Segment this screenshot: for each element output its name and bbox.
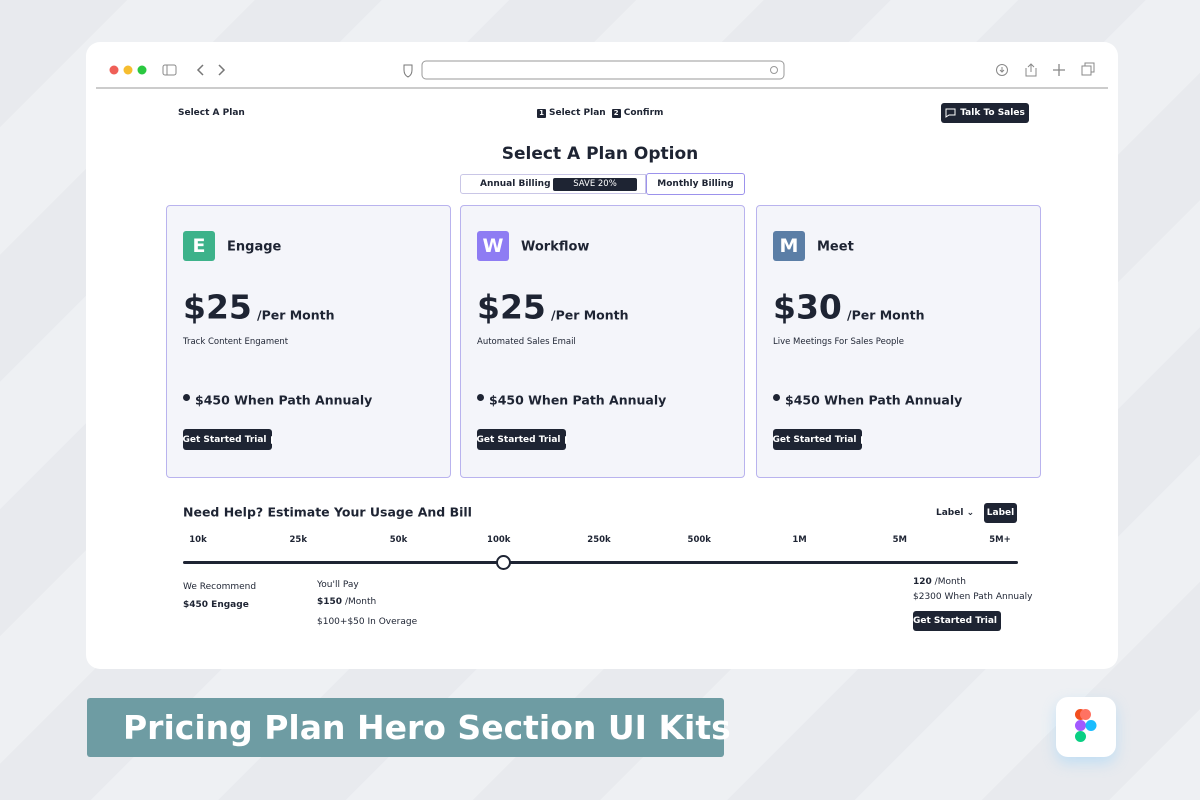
- plan-annual: $450 When Path Annualy: [785, 392, 963, 408]
- plan-desc: Automated Sales Email: [477, 337, 576, 347]
- step-label: Confirm: [623, 108, 664, 118]
- button-icon: [564, 435, 567, 444]
- plan-name: Workflow: [521, 239, 590, 255]
- plan-button[interactable]: Get Started Trial: [772, 429, 863, 450]
- monthly-billing-toggle[interactable]: Monthly Billing: [646, 173, 745, 195]
- plan-price: $30: [773, 287, 842, 327]
- slider-tick-label: 500k: [687, 535, 711, 545]
- bullet: [477, 394, 484, 401]
- summary-annual: $2300 When Path Annualy: [913, 592, 1033, 602]
- plan-desc: Live Meetings For Sales People: [773, 337, 905, 347]
- plan-card: W Workflow $25/Per Month Automated Sales Em…: [460, 205, 745, 478]
- talk-to-sales-button[interactable]: Talk To Sales: [941, 103, 1029, 123]
- slider-knob[interactable]: [495, 555, 511, 570]
- step: 1 Select Plan: [537, 108, 606, 118]
- slider-tick-label: 50k: [389, 535, 408, 545]
- plan-annual: $450 When Path Annualy: [195, 392, 373, 408]
- summary-button-label: Get Started Trial: [912, 616, 998, 626]
- slider-track: [183, 561, 1018, 564]
- bullet: [183, 394, 190, 401]
- slider-tick-label: 1M: [792, 535, 807, 545]
- button-icon: [860, 435, 863, 444]
- plan-annual: $450 When Path Annualy: [489, 392, 667, 408]
- annual-billing-label: Annual Billing: [480, 179, 551, 189]
- figma-tile: [1056, 697, 1116, 757]
- save-badge: SAVE 20%: [553, 178, 637, 191]
- pay-amount: $150: [317, 597, 343, 607]
- plan-period: /Per Month: [847, 307, 925, 323]
- plan-card: M Meet $30/Per Month Live Meetings For Sale…: [756, 205, 1041, 478]
- dropdown-label: Label: [936, 508, 964, 518]
- summary-button[interactable]: Get Started Trial: [913, 611, 1001, 631]
- banner: Pricing Plan Hero Section UI Kits: [87, 698, 731, 757]
- slider-tick-label: 5M+: [989, 535, 1011, 545]
- button-icon: [270, 435, 273, 444]
- plan-price: $25: [477, 287, 546, 327]
- plan-period: /Per Month: [257, 307, 335, 323]
- plan-card: E Engage $25/Per Month Track Content Engame…: [166, 205, 451, 478]
- page-title: Select A Plan Option: [501, 144, 699, 164]
- pay-note: $100+$50 In Overage: [317, 617, 418, 627]
- recommend-label: We Recommend: [183, 582, 257, 592]
- plan-name: Engage: [227, 239, 282, 255]
- step-number: 2: [611, 108, 621, 118]
- pay-label: You'll Pay: [317, 580, 359, 590]
- plan-button[interactable]: Get Started Trial: [476, 429, 567, 450]
- annual-billing-toggle[interactable]: Annual Billing SAVE 20%: [460, 174, 646, 194]
- plan-button-label: Get Started Trial: [182, 434, 267, 445]
- plan-icon: E: [183, 231, 215, 261]
- plan-button-label: Get Started Trial: [476, 434, 561, 445]
- pay-line: $150 /Month: [317, 597, 376, 607]
- plan-icon: M: [773, 231, 805, 261]
- chat-icon: [945, 108, 956, 118]
- step-label: Select A Plan: [178, 108, 245, 118]
- step-number: 1: [537, 108, 546, 118]
- plan-period: /Per Month: [551, 307, 629, 323]
- plan-icon: W: [477, 231, 509, 261]
- summary-period: /Month: [934, 577, 966, 587]
- figma-logo: [1075, 709, 1097, 742]
- slider-tick-label: 250k: [587, 535, 611, 545]
- steps: 1 Select Plan 2 Confirm: [537, 108, 663, 118]
- estimator-title: Need Help? Estimate Your Usage And Bill: [183, 504, 472, 520]
- plan-desc: Track Content Engament: [183, 337, 289, 347]
- bullet: [773, 394, 780, 401]
- talk-to-sales-label: Talk To Sales: [960, 108, 1025, 118]
- slider-tick-label: 100k: [487, 535, 511, 545]
- slider-tick-label: 10k: [189, 535, 207, 545]
- summary-line: 120 /Month: [913, 577, 966, 587]
- plan-button[interactable]: Get Started Trial: [182, 429, 273, 450]
- slider-tick-label: 5M: [892, 535, 907, 545]
- step-label: Select Plan: [549, 108, 606, 118]
- plan-price: $25: [183, 287, 252, 327]
- plan-name: Meet: [817, 239, 854, 255]
- summary-amount: 120: [913, 577, 932, 587]
- step: 2 Confirm: [611, 108, 664, 118]
- dropdown[interactable]: Label ⌄: [936, 508, 975, 518]
- plan-button-label: Get Started Trial: [772, 434, 857, 445]
- pay-period: /Month: [344, 597, 377, 607]
- label-button[interactable]: Label: [984, 503, 1017, 523]
- toolbar: [96, 60, 1108, 89]
- slider-tick-label: 25k: [289, 535, 307, 545]
- recommend-value: $450 Engage: [183, 600, 249, 610]
